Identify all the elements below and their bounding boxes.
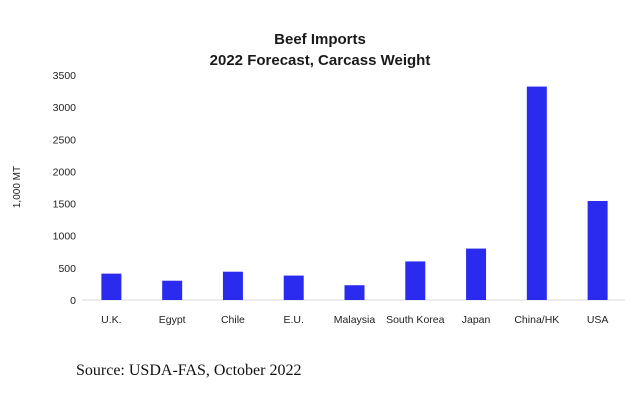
chart-title: Beef Imports: [274, 31, 366, 48]
bar: [466, 248, 487, 300]
bar: [526, 86, 547, 300]
y-tick-label: 2500: [53, 134, 77, 146]
bars: [101, 86, 608, 300]
y-axis-ticks: 0 500 1000 1500 2000 2500 3000 3500: [53, 70, 77, 307]
x-tick-label: South Korea: [386, 314, 445, 326]
bar: [405, 261, 426, 300]
bar: [587, 201, 608, 300]
x-tick-label: China/HK: [514, 314, 559, 326]
x-axis-ticks: U.K. Egypt Chile E.U. Malaysia South Korea Jap…: [101, 314, 608, 326]
y-tick-label: 1500: [53, 199, 77, 211]
bar-chart: Beef Imports 2022 Forecast, Carcass Weig…: [12, 31, 625, 326]
x-tick-label: Malaysia: [334, 314, 376, 326]
bar: [222, 271, 243, 300]
x-tick-label: USA: [587, 314, 609, 326]
y-tick-label: 0: [70, 295, 76, 307]
x-tick-label: Chile: [221, 314, 245, 326]
bar: [344, 285, 365, 300]
y-tick-label: 3000: [53, 102, 77, 114]
source-note: Source: USDA-FAS, October 2022: [76, 362, 302, 379]
y-tick-label: 3500: [53, 70, 77, 82]
x-tick-label: E.U.: [284, 314, 304, 326]
y-tick-label: 2000: [53, 166, 77, 178]
y-tick-label: 500: [58, 263, 76, 275]
bar: [162, 280, 183, 300]
x-tick-label: Egypt: [159, 314, 186, 326]
y-axis-label: 1,000 MT: [12, 166, 23, 208]
x-tick-label: Japan: [462, 314, 491, 326]
chart-subtitle: 2022 Forecast, Carcass Weight: [210, 52, 431, 69]
bar: [283, 275, 304, 300]
x-tick-label: U.K.: [101, 314, 121, 326]
bar: [101, 273, 122, 300]
y-tick-label: 1000: [53, 231, 77, 243]
